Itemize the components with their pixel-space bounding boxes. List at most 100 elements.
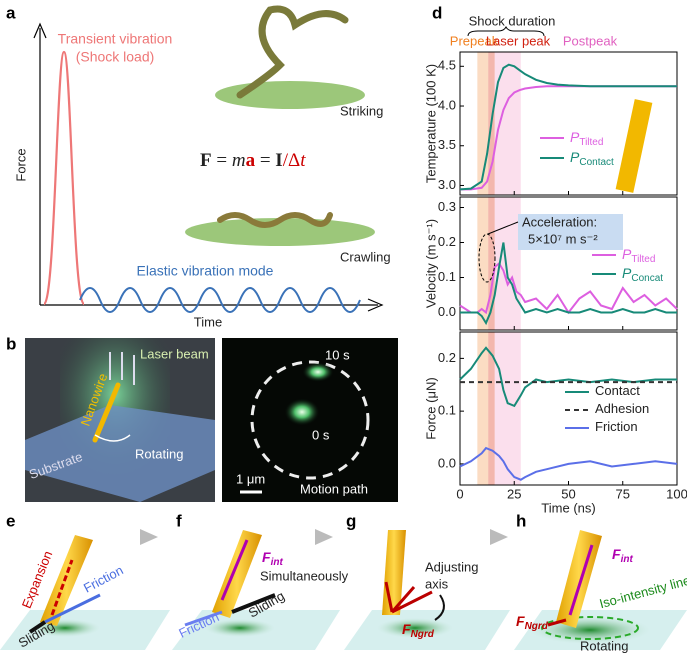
legend-name: Contact [595, 383, 640, 398]
y-tick-label: 4.0 [438, 97, 456, 112]
caption: Crawling [340, 249, 391, 264]
x-tick-label: 75 [616, 486, 630, 501]
substrate [25, 405, 215, 502]
band [477, 197, 489, 330]
panel-label: b [6, 334, 16, 353]
eq-part: = [255, 150, 275, 171]
x-tick-label: 25 [507, 486, 521, 501]
motion-path [250, 360, 370, 480]
caption: Striking [340, 103, 383, 118]
y-label: Force [13, 148, 28, 181]
label: 10 s [325, 347, 350, 362]
band [477, 52, 489, 195]
x-tick-label: 0 [456, 486, 463, 501]
legend-label: PTilted [622, 246, 655, 265]
series-line [459, 446, 678, 481]
annotation: Elastic vibration mode [137, 263, 274, 279]
legend-name: Friction [595, 419, 638, 434]
force-symbol: F [402, 621, 411, 637]
legend-symbol: P [622, 246, 632, 262]
annotation: (Shock load) [76, 49, 155, 65]
label: Fint [262, 549, 283, 568]
spot [377, 618, 453, 638]
step-arrow [140, 529, 158, 545]
eq-part: a [246, 150, 256, 171]
arrow [28, 620, 47, 634]
iso-line [541, 616, 639, 640]
legend-subscript: Tilted [579, 137, 603, 148]
force-subscript: Ngrd [525, 621, 549, 632]
panel-f: Fint Simultaneously Friction Sliding [172, 529, 349, 650]
panel-label: e [6, 511, 15, 530]
grass [185, 218, 375, 246]
panel-label: a [6, 3, 16, 22]
arrow [50, 559, 74, 616]
label: axis [425, 576, 449, 591]
force-symbol: F [262, 549, 271, 565]
legend-symbol: P [570, 149, 580, 165]
annotation: Acceleration: [522, 214, 597, 229]
force-subscript: int [621, 554, 634, 565]
snake-striking [236, 5, 349, 99]
label: Rotating [135, 446, 183, 461]
arrow [220, 539, 249, 601]
panel-e: Expansion Friction Sliding [0, 529, 170, 651]
y-tick-label: 0.1 [438, 403, 456, 418]
label: Rotating [580, 638, 628, 653]
x-axis [40, 298, 384, 312]
label: Fint [612, 546, 633, 565]
x-tick-label: 100 [666, 486, 687, 501]
snake-crawling [217, 212, 333, 228]
series-line [459, 63, 677, 191]
legend-label: Contact [595, 383, 640, 398]
x-label: Time [194, 314, 222, 329]
arrow [231, 593, 276, 614]
y-tick-label: 3.5 [438, 137, 456, 152]
y-axis [33, 22, 47, 305]
legend-symbol: P [570, 129, 580, 145]
series-line [459, 346, 677, 408]
legend-label: PConcat [622, 265, 663, 284]
arrow [434, 594, 445, 621]
panel-label: h [516, 511, 526, 530]
legend-subscript: Concat [631, 273, 663, 284]
panel-a: Force Time Transient vibration (Shock lo… [13, 5, 391, 329]
x-tick-label: 50 [561, 486, 575, 501]
rotate-arrow [94, 434, 131, 442]
eq-part: /Δ [283, 150, 301, 171]
icon-wire [615, 99, 653, 193]
annotation: 5×10⁷ m s⁻² [528, 231, 598, 246]
arrow [184, 610, 223, 627]
y-tick-label: 0.0 [438, 304, 456, 319]
arrow [44, 593, 101, 624]
spot [284, 398, 320, 426]
eq-part: = [212, 150, 232, 171]
legend-label: PContact [570, 149, 614, 168]
band [488, 332, 495, 485]
x-label: Time (ns) [541, 500, 595, 515]
shock-curve [42, 50, 86, 306]
panel-g: Adjusting axis FNgrd [344, 529, 510, 650]
y-tick-label: 0.2 [438, 350, 456, 365]
eq-part: m [232, 150, 246, 171]
pointer [487, 221, 519, 235]
band [477, 332, 489, 485]
annotation-box [518, 214, 623, 250]
band [488, 197, 495, 330]
label: Motion path [300, 481, 368, 496]
force-subscript: Ngrd [411, 629, 435, 640]
y-tick-label: 3.0 [438, 177, 456, 192]
band-label: Postpeak [563, 33, 618, 48]
y-tick-label: 0.3 [438, 199, 456, 214]
arrow [384, 581, 433, 614]
legend-symbol: P [622, 265, 632, 281]
legend-label: Adhesion [595, 401, 649, 416]
label: Laser beam [140, 346, 209, 361]
series-line [459, 262, 678, 315]
spot [205, 619, 275, 637]
eq-part: I [275, 150, 282, 171]
label: 1 μm [236, 471, 265, 486]
step-arrow [490, 529, 508, 545]
nanowire [92, 382, 121, 443]
